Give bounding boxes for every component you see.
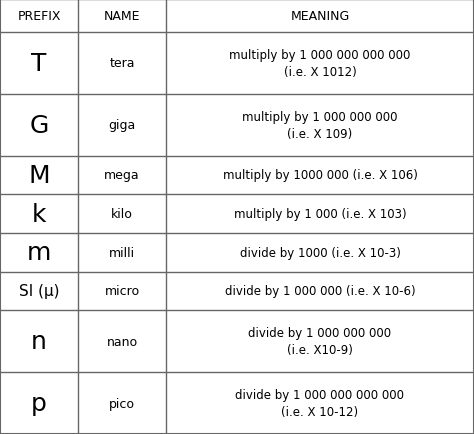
Text: m: m bbox=[27, 241, 51, 265]
Text: kilo: kilo bbox=[111, 207, 133, 220]
Text: giga: giga bbox=[109, 119, 136, 132]
Text: G: G bbox=[29, 113, 49, 137]
Text: divide by 1 000 000 000 000
(i.e. X 10-12): divide by 1 000 000 000 000 (i.e. X 10-1… bbox=[236, 388, 404, 418]
Text: nano: nano bbox=[107, 335, 137, 348]
Text: n: n bbox=[31, 329, 47, 353]
Text: tera: tera bbox=[109, 57, 135, 70]
Text: divide by 1 000 000 000
(i.e. X10-9): divide by 1 000 000 000 (i.e. X10-9) bbox=[248, 326, 392, 356]
Text: k: k bbox=[32, 202, 46, 226]
Text: PREFIX: PREFIX bbox=[18, 10, 61, 23]
Text: p: p bbox=[31, 391, 47, 415]
Text: multiply by 1000 000 (i.e. X 106): multiply by 1000 000 (i.e. X 106) bbox=[222, 169, 418, 182]
Text: divide by 1000 (i.e. X 10-3): divide by 1000 (i.e. X 10-3) bbox=[239, 246, 401, 259]
Text: multiply by 1 000 000 000 000
(i.e. X 1012): multiply by 1 000 000 000 000 (i.e. X 10… bbox=[229, 49, 410, 79]
Text: micro: micro bbox=[104, 285, 140, 298]
Text: divide by 1 000 000 (i.e. X 10-6): divide by 1 000 000 (i.e. X 10-6) bbox=[225, 285, 415, 298]
Text: mega: mega bbox=[104, 169, 140, 182]
Text: multiply by 1 000 000 000
(i.e. X 109): multiply by 1 000 000 000 (i.e. X 109) bbox=[242, 110, 398, 140]
Text: multiply by 1 000 (i.e. X 103): multiply by 1 000 (i.e. X 103) bbox=[234, 207, 406, 220]
Text: milli: milli bbox=[109, 246, 135, 259]
Text: NAME: NAME bbox=[104, 10, 140, 23]
Text: M: M bbox=[28, 164, 50, 187]
Text: pico: pico bbox=[109, 397, 135, 410]
Text: SI (μ): SI (μ) bbox=[19, 284, 59, 299]
Text: MEANING: MEANING bbox=[290, 10, 350, 23]
Text: T: T bbox=[31, 52, 47, 76]
